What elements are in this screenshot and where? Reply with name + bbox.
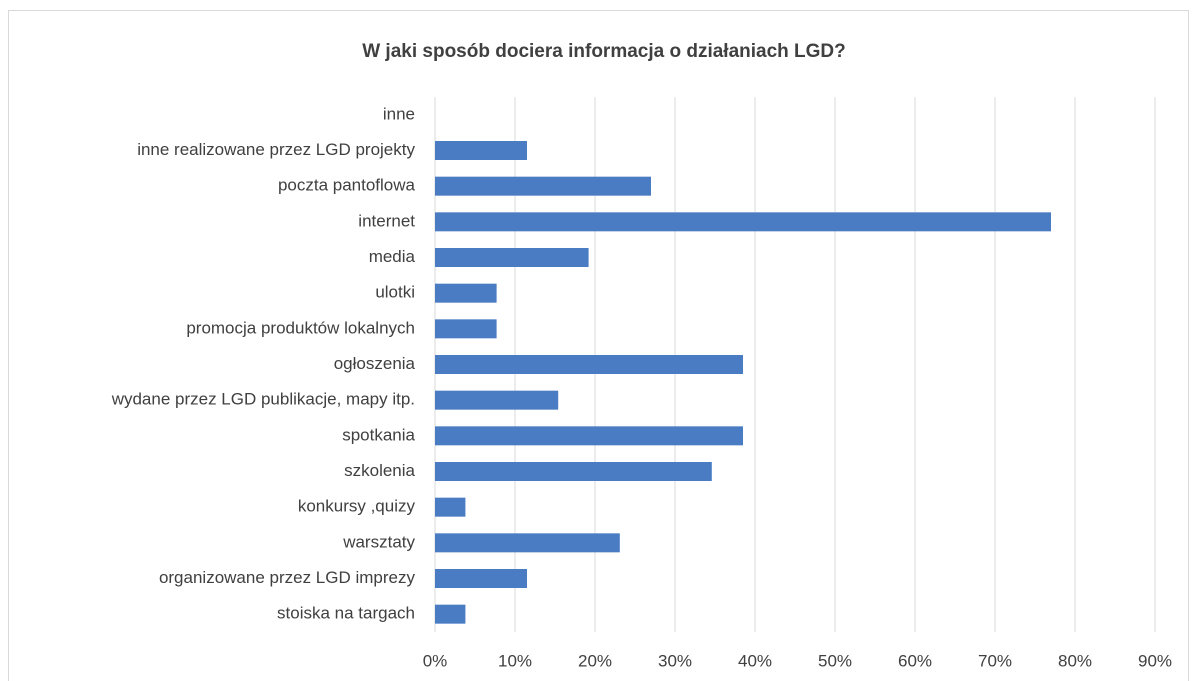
y-tick-label: promocja produktów lokalnych [186, 318, 415, 337]
bar [435, 497, 466, 517]
bar [435, 569, 527, 588]
x-tick-label: 70% [978, 651, 1012, 670]
y-tick-label: media [369, 247, 416, 266]
y-tick-label: spotkania [342, 425, 415, 444]
x-tick-label: 30% [658, 651, 692, 670]
y-tick-label: organizowane przez LGD imprezy [159, 568, 416, 587]
x-tick-label: 40% [738, 651, 772, 670]
y-tick-label: szkolenia [344, 461, 415, 480]
bar [435, 355, 743, 374]
bar [435, 462, 712, 481]
y-tick-label: ulotki [375, 283, 415, 302]
x-tick-label: 10% [498, 651, 532, 670]
x-tick-label: 90% [1138, 651, 1172, 670]
x-tick-label: 80% [1058, 651, 1092, 670]
bar [435, 319, 497, 339]
x-tick-label: 50% [818, 651, 852, 670]
bar [435, 141, 527, 160]
y-tick-label: internet [358, 211, 415, 230]
y-tick-label: ogłoszenia [334, 354, 416, 373]
x-tick-label: 60% [898, 651, 932, 670]
bar [435, 390, 559, 410]
x-tick-label: 0% [423, 651, 448, 670]
chart-frame [8, 10, 1189, 681]
bar [435, 604, 466, 624]
bar [435, 283, 497, 303]
y-tick-label: warsztaty [342, 532, 415, 551]
y-tick-label: poczta pantoflowa [278, 176, 416, 195]
bar [435, 212, 1051, 232]
x-tick-label: 20% [578, 651, 612, 670]
y-tick-label: wydane przez LGD publikacje, mapy itp. [111, 390, 415, 409]
chart-title: W jaki sposób dociera informacja o dział… [362, 41, 846, 62]
y-tick-label: konkursy ,quizy [298, 497, 416, 516]
bar [435, 426, 743, 446]
bar [435, 533, 620, 553]
y-tick-label: inne [383, 104, 415, 123]
bar [435, 248, 589, 267]
y-tick-label: stoiska na targach [277, 604, 415, 623]
bar [435, 176, 651, 196]
y-tick-label: inne realizowane przez LGD projekty [137, 140, 415, 159]
